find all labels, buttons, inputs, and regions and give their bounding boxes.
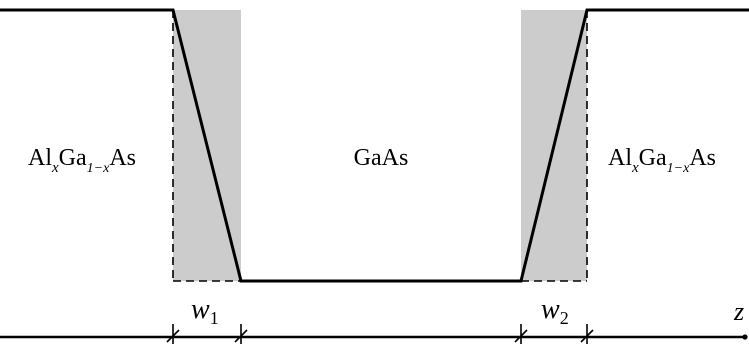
tick-1-slash xyxy=(166,329,180,343)
tick-4-slash xyxy=(580,329,594,343)
tick-3-slash xyxy=(514,329,528,343)
well-label: GaAs xyxy=(354,145,409,171)
left-barrier-label: AlxGa1−xAs xyxy=(28,145,136,176)
w2-label: w2 xyxy=(541,294,569,328)
tick-2-slash xyxy=(234,329,248,343)
z-axis-label: z xyxy=(733,297,744,326)
w1-label: w1 xyxy=(191,294,219,328)
axis-ticks xyxy=(166,324,594,344)
potential-profile xyxy=(0,8,749,283)
z-axis-end-dot xyxy=(742,334,748,340)
right-barrier-label: AlxGa1−xAs xyxy=(608,145,716,176)
